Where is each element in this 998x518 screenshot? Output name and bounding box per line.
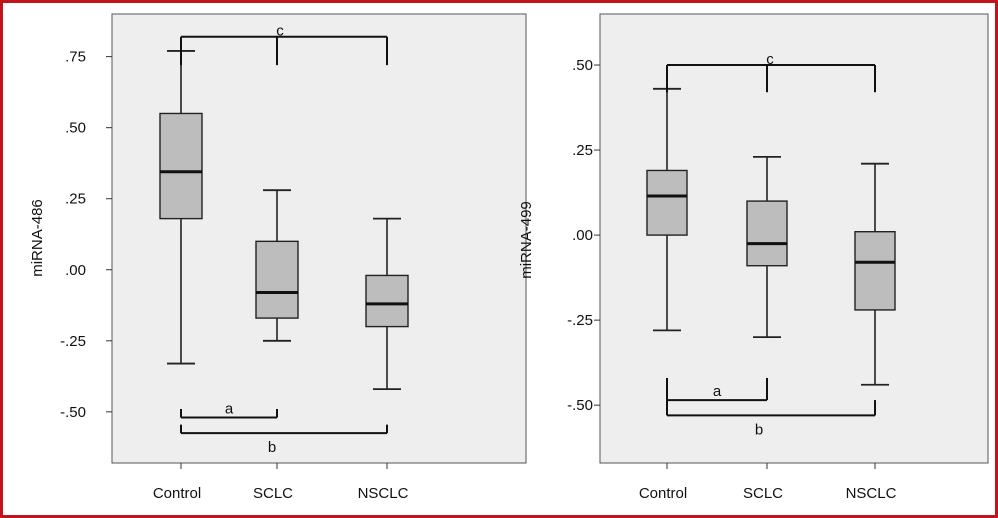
iqr-box — [255, 240, 299, 319]
box-sclc — [255, 189, 299, 342]
iqr-box — [646, 169, 688, 236]
x-tick-label: SCLC — [743, 485, 783, 502]
y-axis-title: miRNA-499 — [518, 201, 535, 279]
iqr-box — [746, 200, 788, 267]
box-nsclc — [365, 217, 409, 391]
x-tick-label: NSCLC — [358, 485, 409, 502]
panel-mirna-499: miRNA-499 .50 .25 .00 -.25 -.50 Control SCLC N… — [518, 13, 989, 502]
y-tick-label: .50 — [65, 120, 86, 137]
y-tick-label: .25 — [65, 191, 86, 208]
bracket-label: b — [268, 439, 276, 456]
y-tick-label: .75 — [65, 49, 86, 66]
bracket-label: c — [276, 23, 284, 40]
significance-bracket-a: a — [666, 377, 768, 402]
x-tick-label: Control — [639, 485, 687, 502]
iqr-box — [854, 230, 896, 311]
significance-bracket-b: b — [180, 424, 388, 456]
y-tick-label: .00 — [65, 262, 86, 279]
y-tick-label: -.25 — [567, 312, 593, 329]
iqr-box — [365, 274, 409, 328]
bracket-label: a — [713, 383, 722, 400]
box-sclc — [746, 155, 788, 339]
iqr-box — [159, 112, 203, 220]
y-tick-label: -.50 — [567, 397, 593, 414]
box-control — [159, 50, 203, 365]
y-tick-label: .25 — [572, 142, 593, 159]
x-tick-label: Control — [153, 485, 201, 502]
x-tick-label: SCLC — [253, 485, 293, 502]
box-nsclc — [854, 162, 896, 386]
plot-area — [599, 13, 989, 464]
significance-bracket-a: a — [180, 401, 278, 419]
plot-area — [111, 13, 527, 464]
box-control — [646, 87, 688, 332]
x-tick-label: NSCLC — [846, 485, 897, 502]
bracket-label: b — [755, 421, 763, 438]
significance-bracket-c: c — [666, 51, 876, 93]
y-tick-label: .00 — [572, 227, 593, 244]
bracket-label: c — [766, 51, 774, 68]
significance-bracket-c: c — [180, 23, 388, 66]
significance-bracket-b: b — [666, 400, 876, 438]
y-tick-label: .50 — [572, 57, 593, 74]
panel-mirna-486: miRNA-486 .75 .50 .25 .00 -.25 -.50 Control SC… — [29, 13, 527, 502]
bracket-label: a — [225, 401, 234, 418]
y-axis-title: miRNA-486 — [29, 199, 46, 277]
y-tick-label: -.25 — [60, 333, 86, 350]
y-tick-label: -.50 — [60, 404, 86, 421]
